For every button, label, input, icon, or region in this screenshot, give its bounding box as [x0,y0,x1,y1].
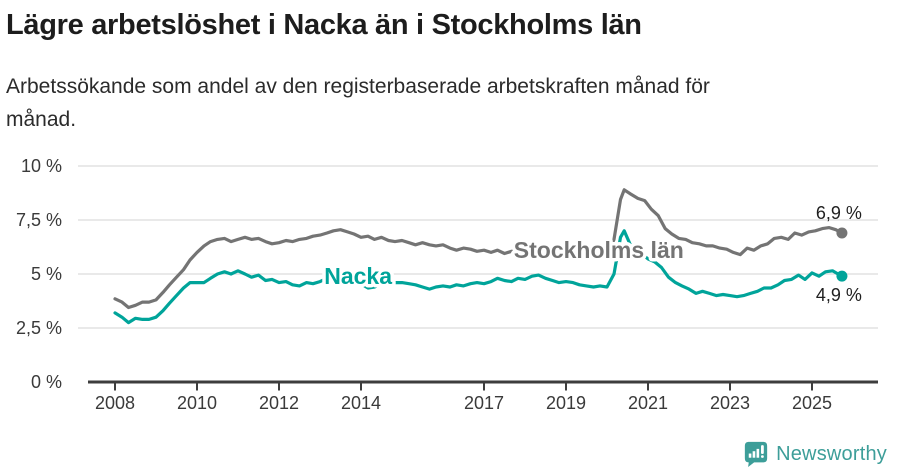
y-tick-label: 5 % [31,264,62,284]
axes: 10 % 7,5 % 5 % 2,5 % 0 % 2008 2010 2012 2014 2017… [16,156,878,413]
series-line-stockholms-l-n [113,188,844,310]
y-tick-label: 10 % [21,156,62,176]
y-tick-label: 2,5 % [16,318,62,338]
labels: Stockholms län 6,9 % Nacka 4,9 % [321,203,862,305]
header: Lägre arbetslöshet i Nacka än i Stockhol… [6,6,892,136]
y-tick-label: 0 % [31,372,62,392]
newsworthy-brand-text: Newsworthy [776,442,887,465]
series-end-value-label: 4,9 % [816,285,862,305]
x-tick-label: 2023 [710,393,750,413]
x-tick-label: 2019 [546,393,586,413]
series-lines [113,188,844,325]
x-tick-label: 2010 [177,393,217,413]
page-title: Lägre arbetslöshet i Nacka än i Stockhol… [6,9,642,41]
series-end-dot [836,270,848,282]
x-tick-label: 2012 [259,393,299,413]
x-tick-label: 2021 [628,393,668,413]
chart-subtitle-line-1: Arbetssökande som andel av den registerb… [6,75,710,98]
x-tick-label: 2017 [464,393,504,413]
x-tick-label: 2025 [792,393,832,413]
series-inline-label: Stockholms län [514,237,684,263]
x-tick-label: 2008 [95,393,135,413]
series-inline-label: Nacka [324,263,392,289]
newsworthy-logo: Newsworthy [743,440,887,468]
gridlines [78,165,878,329]
x-tick-label: 2014 [341,393,381,413]
series-line-nacka [113,229,844,325]
y-tick-label: 7,5 % [16,210,62,230]
series-end-dot [836,227,848,239]
chart-subtitle-line-2: månad. [6,108,77,131]
series-end-value-label: 6,9 % [816,203,862,223]
newsworthy-bubble-chart-icon [744,441,768,467]
